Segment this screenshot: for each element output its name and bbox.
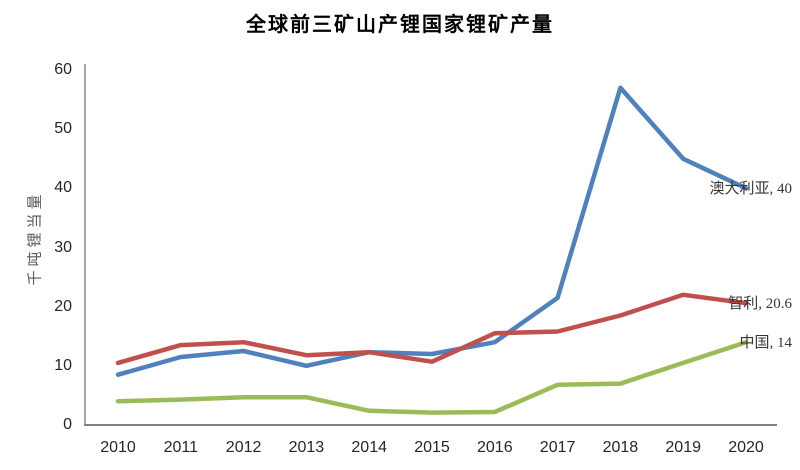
series-end-label-0: 澳大利亚, 40 bbox=[709, 181, 792, 198]
x-tick-label: 2017 bbox=[539, 439, 576, 456]
x-tick-label: 2014 bbox=[351, 439, 387, 456]
x-tick-label: 2013 bbox=[288, 439, 325, 456]
y-tick-label: 30 bbox=[54, 238, 72, 256]
chart-title: 全球前三矿山产锂国家锂矿产量 bbox=[246, 14, 554, 36]
y-tick-label: 40 bbox=[54, 179, 72, 197]
series-end-label-2: 中国, 14 bbox=[739, 335, 792, 352]
y-tick-label: 50 bbox=[54, 120, 72, 138]
series-line-1 bbox=[115, 292, 749, 366]
x-tick-label: 2016 bbox=[477, 439, 513, 456]
series-line-0 bbox=[115, 85, 749, 377]
x-tick-label: 2018 bbox=[602, 439, 639, 456]
y-tick-label: 10 bbox=[54, 356, 72, 374]
x-tick-label: 2020 bbox=[728, 439, 764, 456]
x-tick-label: 2012 bbox=[225, 439, 262, 456]
x-tick-label: 2010 bbox=[100, 439, 136, 456]
y-tick-label: 60 bbox=[54, 61, 72, 78]
y-tick-label: 0 bbox=[63, 416, 72, 433]
y-tick-label: 20 bbox=[54, 297, 72, 315]
x-tick-label: 2015 bbox=[414, 439, 450, 456]
x-tick-label: 2019 bbox=[665, 439, 701, 456]
x-tick-label: 2011 bbox=[163, 439, 198, 456]
series-line-2 bbox=[115, 339, 749, 415]
series-end-label-1: 智利, 20.6 bbox=[728, 296, 792, 313]
